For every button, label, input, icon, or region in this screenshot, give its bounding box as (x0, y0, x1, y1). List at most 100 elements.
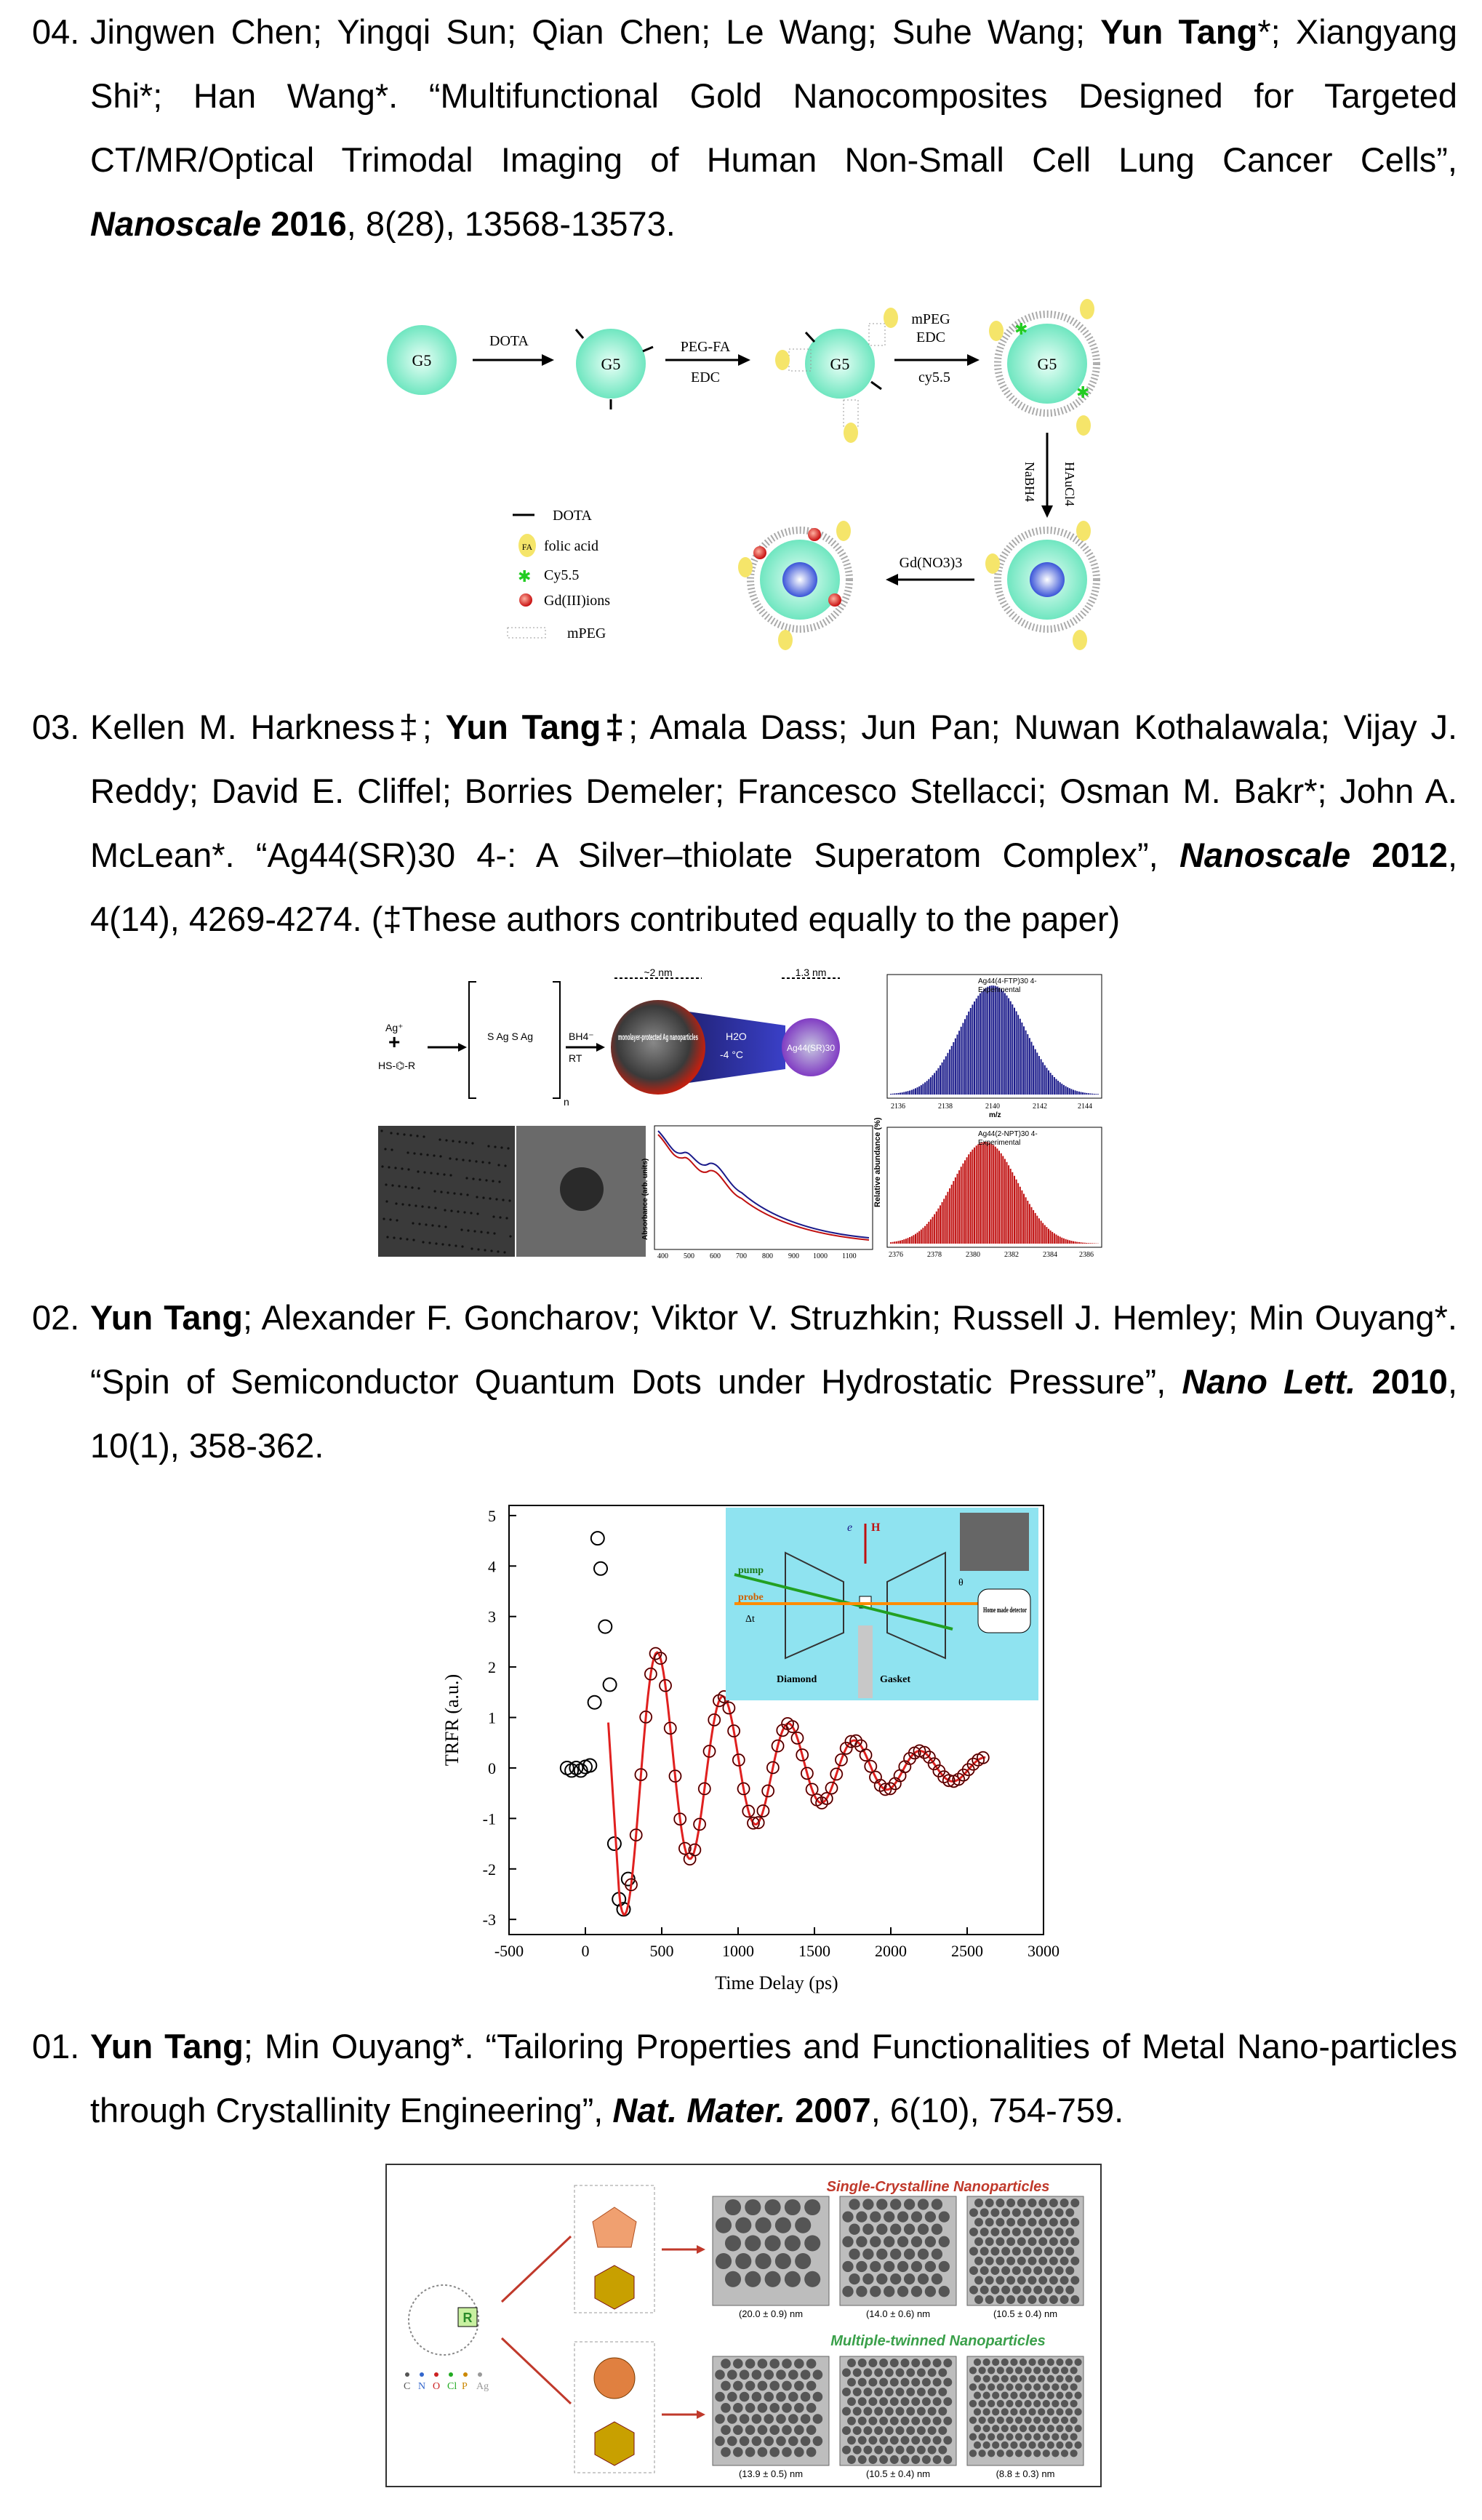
nanoparticle (932, 2377, 942, 2387)
data-point-outline (830, 1767, 843, 1780)
nanoparticle (782, 2380, 792, 2391)
nanoparticle (1052, 2399, 1060, 2408)
tem-panels: (20.0 ± 0.9) nm (14.0 ± 0.6) nm (10.5 ± 0.… (712, 2196, 1084, 2479)
nanoparticle (1001, 2441, 1009, 2449)
nanoparticle (1074, 2375, 1082, 2383)
ag44-cluster (782, 1018, 840, 1076)
nanoparticle (889, 2416, 899, 2425)
nanoparticle (769, 2425, 780, 2435)
nanoparticle (1028, 2375, 1036, 2383)
tem-particle (453, 1192, 456, 1195)
nanoparticle (876, 2223, 888, 2235)
nanoparticle (1038, 2425, 1046, 2433)
data-point-outline (878, 1783, 892, 1796)
ms2-x-ticks: 2376 2378 2380 2382 2384 2386 (889, 1251, 1094, 1259)
data-point-outline (703, 1745, 716, 1758)
nanoparticle (769, 2403, 780, 2413)
nanoparticle (990, 2208, 1000, 2217)
nanoparticle (847, 2397, 856, 2407)
nanoparticle (863, 2368, 873, 2377)
nanoparticle (985, 2276, 994, 2285)
nanoparticle (938, 2236, 950, 2247)
data-point-outline (860, 1748, 873, 1761)
nanoparticle (757, 2380, 768, 2391)
nanoparticle (868, 2377, 878, 2387)
g5-dendrimer (387, 325, 457, 395)
nanoparticle (849, 2223, 860, 2235)
nanoparticle (856, 2236, 868, 2247)
nanoparticle (1014, 2383, 1023, 2391)
authors-after: *; Xiangyang Shi*; Han Wang*. (90, 12, 1457, 115)
cy55-star: ✱ (1076, 383, 1089, 401)
entry-number: 01. (32, 2027, 80, 2065)
nanoparticle (715, 2217, 732, 2233)
cy55-star: ✱ (1014, 320, 1028, 338)
absorbance-red (657, 1134, 870, 1241)
data-point-outline (918, 1746, 931, 1759)
data-point-outline (747, 1817, 760, 1830)
nanoparticle (895, 2368, 905, 2377)
inset-label: e (847, 1521, 852, 1534)
dota-arm (804, 331, 816, 343)
nanoparticle (1065, 2391, 1073, 2399)
tem-particle (471, 1142, 474, 1145)
nanoparticle (906, 2445, 916, 2455)
nanoparticle (1001, 2358, 1009, 2367)
tem-particle (422, 1135, 425, 1138)
nanoparticle (1046, 2425, 1054, 2433)
nanoparticle (776, 2436, 786, 2447)
nanoparticle (1056, 2425, 1064, 2433)
nanoparticle (932, 2455, 942, 2464)
nanoparticle (745, 2403, 756, 2413)
nanoparticle (1070, 2217, 1080, 2227)
nanoparticle (745, 2199, 761, 2216)
nanoparticle (969, 2433, 977, 2441)
path-arrow (500, 2235, 572, 2303)
tem-particle (490, 1249, 493, 1252)
abs-tick: 600 (710, 1252, 721, 1260)
data-point (616, 1902, 631, 1917)
nanoparticle (1028, 2391, 1036, 2399)
nanoparticle (1017, 2237, 1026, 2247)
legend-mpeg: mPEG (567, 625, 606, 641)
nanoparticle (1046, 2358, 1054, 2367)
nanoparticle (996, 2399, 1004, 2408)
ms-spectrum-blue (890, 985, 1099, 1095)
nanoparticle (980, 2208, 989, 2217)
nanoparticle (1022, 2266, 1032, 2276)
nanoparticle (1024, 2433, 1032, 2441)
ag-thiolate-label: S Ag S Ag (487, 1031, 533, 1042)
tem-particle (495, 1198, 498, 1201)
y-tick-label: -2 (483, 1860, 496, 1879)
ms-plot-2 (886, 1127, 1102, 1248)
tem-particle (435, 1242, 438, 1245)
element-dot (478, 2372, 482, 2377)
nanoparticle (782, 2447, 792, 2457)
nanoparticle (1044, 2266, 1053, 2276)
tem-particle (452, 1140, 454, 1143)
nanoparticle (932, 2416, 942, 2425)
precursor-molecule (408, 2284, 479, 2356)
nanoparticle (794, 2447, 804, 2457)
nanoparticle (1052, 2383, 1060, 2391)
nanoparticle (884, 2445, 894, 2455)
nanoparticle (863, 2426, 873, 2436)
nanoparticle (1012, 2208, 1021, 2217)
nanoparticle (727, 2391, 737, 2402)
nanoparticle (973, 2391, 982, 2399)
element-symbol: O (433, 2381, 440, 2392)
nanoparticle (857, 2359, 867, 2367)
nanoparticle (1014, 2367, 1023, 2375)
nanoparticle (1028, 2408, 1036, 2416)
tem-particle (467, 1229, 470, 1232)
nanoparticle (870, 2286, 881, 2297)
ms-plot-1 (886, 974, 1102, 1099)
nanoparticle (1046, 2408, 1054, 2416)
nanoparticle (1060, 2416, 1069, 2424)
nanoparticle (897, 2236, 909, 2247)
nanoparticle (1012, 2266, 1021, 2276)
nanoparticle (847, 2416, 856, 2425)
header-single: Single-Crystalline Nanoparticles (827, 2179, 1050, 2195)
nanoparticle (903, 2248, 916, 2260)
nanoparticle (868, 2455, 878, 2464)
